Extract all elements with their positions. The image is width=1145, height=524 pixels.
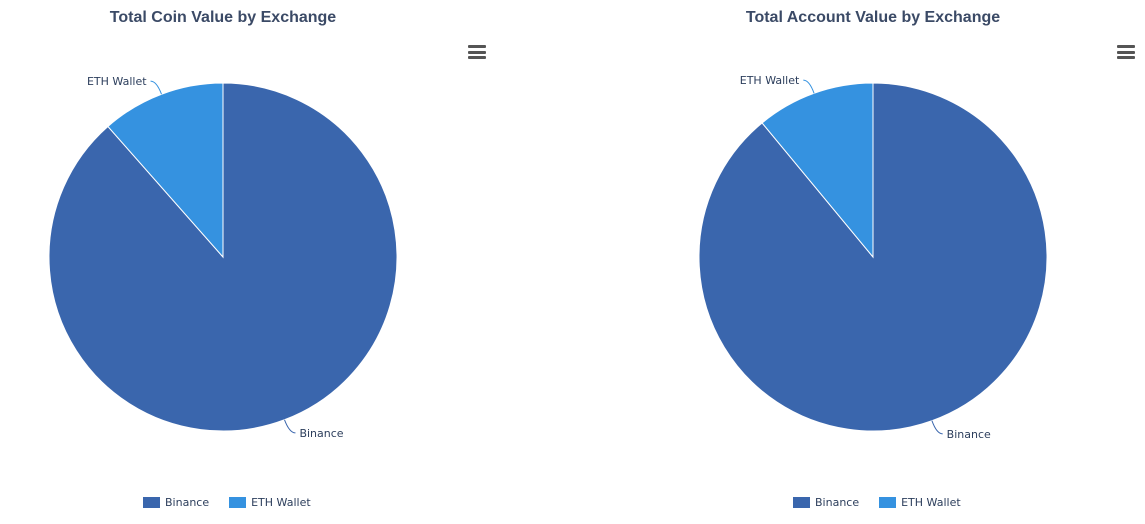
legend-swatch [229, 497, 247, 508]
label-connector [803, 79, 815, 94]
legend-item-binance[interactable]: Binance [793, 496, 859, 509]
legend: Binance ETH Wallet [793, 496, 961, 509]
legend-label: Binance [165, 496, 210, 509]
chart-title: Total Coin Value by Exchange [109, 9, 337, 26]
legend-swatch [793, 497, 810, 508]
legend-swatch [879, 497, 897, 508]
legend-label: Binance [815, 496, 860, 509]
legend-item-eth-wallet[interactable]: ETH Wallet [229, 496, 311, 509]
pie-slice-eth-wallet[interactable] [107, 82, 224, 259]
legend: Binance ETH Wallet [143, 496, 311, 509]
legend-swatch [143, 497, 160, 508]
legend-item-eth-wallet[interactable]: ETH Wallet [879, 496, 961, 509]
label-connector [150, 80, 162, 95]
legend-label: ETH Wallet [251, 496, 311, 509]
chart-account-value: Total Account Value by Exchange Binance E… [572, 0, 1145, 524]
hamburger-menu-icon[interactable] [468, 45, 486, 59]
chart-coin-value: Total Coin Value by Exchange Binance ETH … [0, 0, 570, 524]
label-connector [931, 420, 943, 435]
data-label-eth-wallet: ETH Wallet [87, 75, 147, 88]
hamburger-menu-icon[interactable] [1117, 45, 1135, 59]
pie-chart: Binance ETH Wallet [48, 75, 398, 440]
data-label-binance: Binance [299, 427, 343, 440]
chart-title: Total Account Value by Exchange [745, 9, 1001, 26]
data-label-binance: Binance [947, 428, 991, 441]
data-label-eth-wallet: ETH Wallet [740, 74, 800, 87]
label-connector [284, 419, 296, 434]
legend-label: ETH Wallet [901, 496, 961, 509]
legend-item-binance[interactable]: Binance [143, 496, 209, 509]
pie-chart: Binance ETH Wallet [698, 74, 1048, 441]
pie-slice-eth-wallet[interactable] [761, 82, 874, 259]
